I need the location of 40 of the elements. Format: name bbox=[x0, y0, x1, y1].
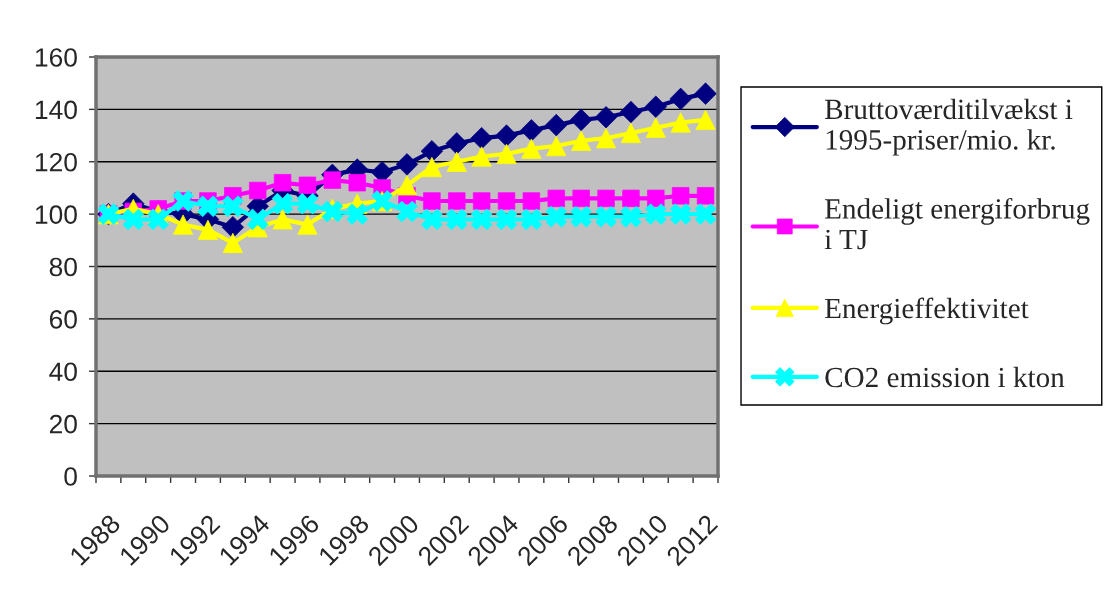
point bbox=[547, 189, 565, 208]
legend-label: Endeligt energiforbrug i TJ bbox=[824, 197, 1090, 250]
point bbox=[271, 192, 294, 215]
y-tick-label: 160 bbox=[35, 48, 77, 67]
point bbox=[497, 192, 516, 210]
point bbox=[323, 171, 342, 189]
y-tick-label: 40 bbox=[49, 362, 77, 382]
point bbox=[672, 187, 690, 205]
point bbox=[122, 208, 145, 231]
point bbox=[222, 232, 243, 253]
point bbox=[147, 208, 169, 231]
point bbox=[495, 208, 518, 231]
y-tick-label: 120 bbox=[35, 152, 77, 172]
point bbox=[222, 195, 244, 218]
point bbox=[620, 122, 641, 144]
point bbox=[470, 127, 493, 150]
point bbox=[445, 208, 468, 231]
y-tick-label: 20 bbox=[49, 414, 77, 434]
y-tick-label: 80 bbox=[49, 257, 77, 277]
y-tick-label: 0 bbox=[64, 467, 77, 486]
point bbox=[520, 119, 543, 142]
y-tick-label: 60 bbox=[49, 310, 77, 329]
y-tick-label: 140 bbox=[35, 100, 77, 120]
point bbox=[395, 153, 419, 176]
point bbox=[472, 192, 491, 210]
point bbox=[669, 87, 692, 111]
point bbox=[470, 208, 493, 231]
point bbox=[696, 187, 715, 205]
point bbox=[496, 143, 517, 164]
point bbox=[520, 208, 543, 231]
point bbox=[570, 205, 592, 228]
point bbox=[272, 209, 293, 230]
point bbox=[570, 108, 593, 131]
point bbox=[448, 192, 466, 210]
y-tick-label: 100 bbox=[35, 205, 77, 224]
legend-label: Energieffektivitet bbox=[824, 297, 1029, 325]
point bbox=[298, 176, 317, 194]
point bbox=[197, 219, 219, 240]
legend-label: CO2 emission i kton bbox=[825, 366, 1065, 388]
legend-label: Bruttoværditilvækst i 1995-priser/mio. kr. bbox=[824, 98, 1073, 156]
